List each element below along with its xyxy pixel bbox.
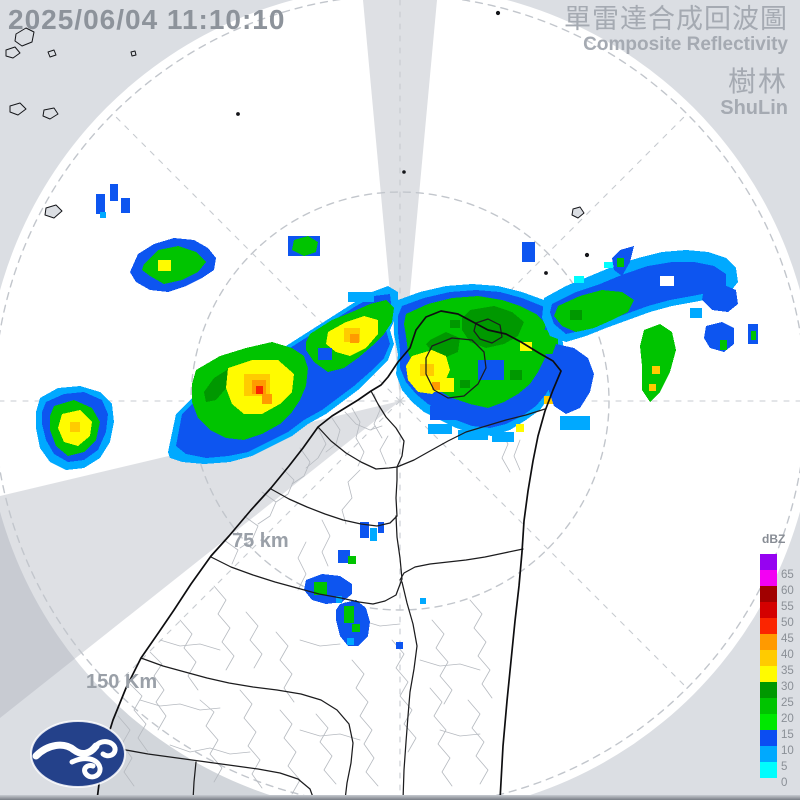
colorbar-tick-15: 15: [781, 729, 794, 741]
product-title-zh: 單雷達合成回波圖: [564, 4, 788, 34]
colorbar-tick-0: 0: [781, 777, 788, 789]
colorbar-tick-60: 60: [781, 585, 794, 597]
coastline: [96, 310, 562, 800]
product-title-en: Composite Reflectivity: [583, 34, 788, 55]
colorbar-tick-30: 30: [781, 681, 794, 693]
colorbar-tick-10: 10: [781, 745, 794, 757]
colorbar-segment-35-40dbz: [760, 650, 777, 666]
colorbar-segment-15-20dbz: [760, 714, 777, 730]
colorbar-segment-65-70dbz: [760, 554, 777, 570]
colorbar-segment-50-55dbz: [760, 602, 777, 618]
colorbar-segment-60-65dbz: [760, 570, 777, 586]
station-name-en: ShuLin: [720, 97, 788, 119]
cwb-logo-wave-icon: [32, 739, 118, 780]
colorbar-segment-10-15dbz: [760, 730, 777, 746]
colorbar-tick-50: 50: [781, 617, 794, 629]
range-ring-label-150km: 150 Km: [86, 671, 158, 693]
colorbar-segment-20-25dbz: [760, 698, 777, 714]
colorbar-tick-5: 5: [781, 761, 788, 773]
cwb-logo: [30, 720, 126, 788]
colorbar-unit-label: dBZ: [762, 532, 786, 546]
colorbar-tick-55: 55: [781, 601, 794, 613]
colorbar-segment-30-35dbz: [760, 666, 777, 682]
blocked-sectors: [0, 0, 437, 718]
colorbar-segment-0-5dbz: [760, 762, 777, 778]
colorbar-tick-45: 45: [781, 633, 794, 645]
radar-echoes: [36, 184, 758, 649]
colorbar-tick-65: 65: [781, 569, 794, 581]
station-name-zh: 樹林: [727, 66, 788, 97]
title-block: 單雷達合成回波圖 Composite Reflectivity 樹林 ShuLi…: [564, 4, 788, 119]
timestamp: 2025/06/04 11:10:10: [8, 4, 286, 35]
offshore-islands: [5, 10, 590, 275]
colorbar-segment-45-50dbz: [760, 618, 777, 634]
colorbar-segments: [760, 554, 777, 778]
colorbar-segment-55-60dbz: [760, 586, 777, 602]
colorbar-tick-25: 25: [781, 697, 794, 709]
colorbar-segment-40-45dbz: [760, 634, 777, 650]
colorbar-tick-20: 20: [781, 713, 794, 725]
colorbar-tick-40: 40: [781, 649, 794, 661]
colorbar-tick-35: 35: [781, 665, 794, 677]
bottom-border: [0, 795, 800, 800]
colorbar-segment-25-30dbz: [760, 682, 777, 698]
range-ring-label-75km: 75 km: [232, 530, 289, 552]
dbz-colorbar: dBZ 0 5 10 15 20 25 30 35 40 45 50 55 60 65: [758, 532, 800, 792]
county-borders: [103, 318, 546, 800]
colorbar-segment-5-10dbz: [760, 746, 777, 762]
